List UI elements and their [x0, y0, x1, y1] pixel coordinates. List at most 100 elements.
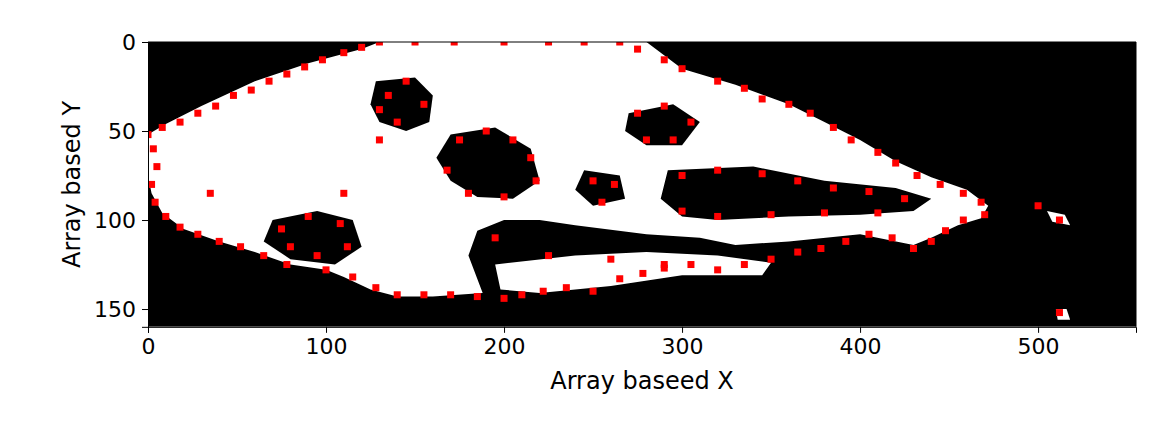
- point: [152, 199, 159, 206]
- point: [153, 163, 160, 170]
- point: [914, 172, 921, 179]
- point: [344, 243, 351, 250]
- point: [501, 295, 508, 302]
- point: [714, 213, 721, 220]
- point: [639, 270, 646, 277]
- y-tick: 50: [108, 119, 148, 144]
- point: [794, 249, 801, 256]
- point: [714, 266, 721, 273]
- point: [372, 284, 379, 291]
- point: [928, 238, 935, 245]
- points: [148, 42, 1063, 316]
- image-region: [264, 211, 362, 264]
- point: [817, 245, 824, 252]
- point: [319, 56, 326, 63]
- point: [260, 252, 267, 259]
- y-axis: 050100150: [94, 30, 149, 328]
- point: [563, 284, 570, 291]
- point: [634, 46, 641, 53]
- point: [148, 181, 155, 188]
- frame-right: [1136, 42, 1137, 327]
- point: [492, 234, 499, 241]
- point: [216, 238, 223, 245]
- point: [162, 213, 169, 220]
- point: [207, 190, 214, 197]
- point: [714, 78, 721, 85]
- x-tick-label: 100: [306, 334, 348, 359]
- point: [892, 160, 899, 167]
- point: [501, 42, 508, 46]
- x-tick-mark: [504, 327, 505, 333]
- point: [230, 92, 237, 99]
- point: [978, 199, 985, 206]
- point: [376, 42, 383, 46]
- point: [830, 124, 837, 131]
- point: [474, 293, 481, 300]
- point: [177, 119, 184, 126]
- image-region: [371, 78, 433, 131]
- point: [376, 106, 383, 113]
- x-tick-mark: [326, 327, 327, 333]
- y-tick-mark: [142, 131, 148, 132]
- point: [451, 42, 458, 46]
- point: [444, 167, 451, 174]
- x-tick-mark: [682, 327, 683, 333]
- point: [237, 243, 244, 250]
- point: [420, 101, 427, 108]
- y-tick-label: 150: [94, 297, 136, 322]
- x-axis-line: [149, 327, 1137, 333]
- image-region: [495, 252, 771, 293]
- point: [283, 261, 290, 268]
- point: [340, 190, 347, 197]
- image-region: [661, 167, 932, 220]
- point: [661, 103, 668, 110]
- point: [1035, 202, 1042, 209]
- point: [159, 124, 166, 131]
- point: [901, 195, 908, 202]
- point: [679, 208, 686, 215]
- x-tick-mark: [1038, 327, 1039, 333]
- point: [794, 177, 801, 184]
- y-tick-mark: [142, 220, 148, 221]
- point: [960, 190, 967, 197]
- point: [937, 181, 944, 188]
- point: [1056, 217, 1063, 224]
- point: [545, 42, 552, 46]
- point: [518, 291, 525, 298]
- point: [960, 217, 967, 224]
- point: [177, 224, 184, 231]
- point: [611, 181, 618, 188]
- point: [501, 193, 508, 200]
- x-tick: 200: [484, 327, 526, 360]
- point: [942, 227, 949, 234]
- point: [465, 190, 472, 197]
- point: [509, 136, 516, 143]
- point: [616, 42, 623, 46]
- x-axis: 0100200300400500: [142, 327, 1137, 360]
- point: [910, 245, 917, 252]
- frame-top: [148, 42, 1136, 43]
- point: [865, 231, 872, 238]
- image-region: [575, 170, 625, 206]
- x-tick-label: 200: [484, 334, 526, 359]
- point: [581, 42, 588, 46]
- x-tick-label: 400: [840, 334, 882, 359]
- point: [661, 261, 668, 268]
- point: [340, 49, 347, 56]
- y-tick: 100: [94, 208, 148, 233]
- point: [278, 225, 285, 232]
- x-tick: 0: [142, 327, 156, 360]
- y-tick-mark: [142, 42, 148, 43]
- point: [420, 291, 427, 298]
- point: [687, 119, 694, 126]
- y-tick: 150: [94, 297, 148, 322]
- y-tick-label: 100: [94, 208, 136, 233]
- point: [616, 275, 623, 282]
- point: [394, 119, 401, 126]
- y-axis-title: Array based Y: [58, 101, 86, 268]
- point: [670, 136, 677, 143]
- point: [981, 211, 988, 218]
- point: [598, 199, 605, 206]
- x-tick-label: 0: [142, 334, 156, 359]
- point: [212, 103, 219, 110]
